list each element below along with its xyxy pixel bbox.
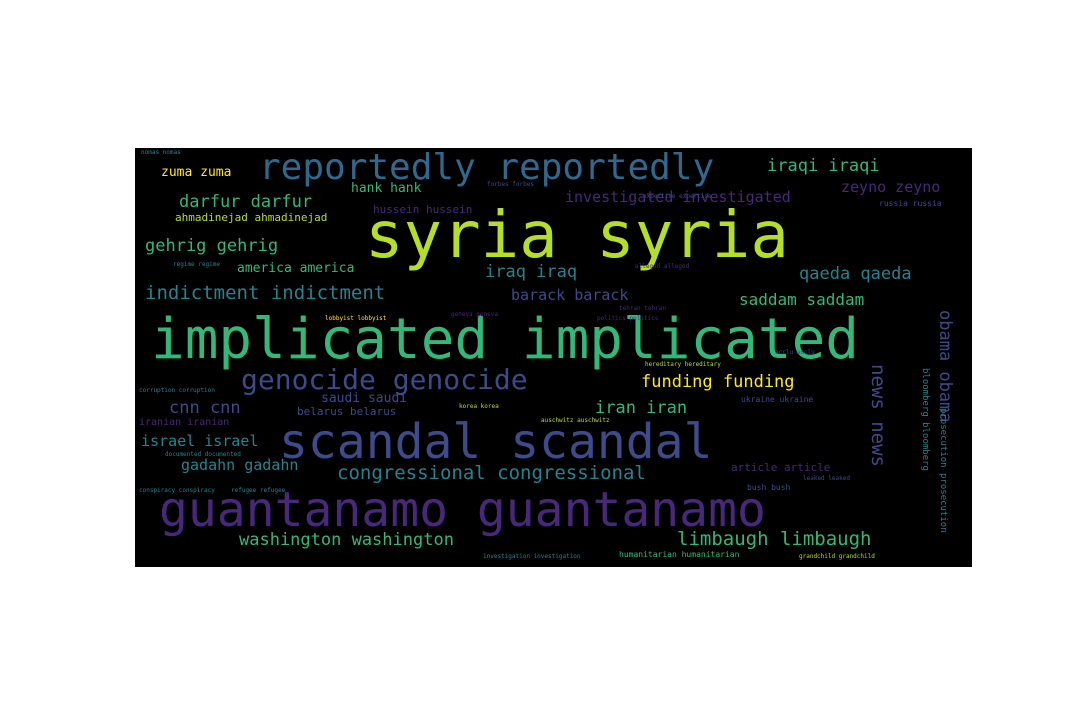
- word-iranian: iranian iranian: [139, 417, 230, 428]
- word-conspiracy: conspiracy conspiracy: [139, 487, 215, 494]
- word-funding: funding funding: [641, 372, 795, 392]
- word-genocide: genocide genocide: [241, 363, 528, 396]
- word-limbaugh: limbaugh limbaugh: [677, 528, 872, 550]
- word-saudi: saudi saudi: [321, 391, 408, 406]
- word-washington: washington washington: [239, 530, 454, 550]
- word-investigation: investigation investigation: [483, 553, 581, 560]
- word-ahmadinejad: ahmadinejad ahmadinejad: [175, 211, 328, 224]
- word-israel: israel israel: [141, 432, 259, 450]
- word-acclu: acclu acclu: [775, 349, 815, 356]
- word-documented: documented documented: [165, 451, 241, 458]
- word-refugee: refugee refugee: [231, 487, 286, 494]
- word-saddam: saddam saddam: [739, 290, 865, 309]
- word-cnn: cnn cnn: [169, 398, 241, 418]
- word-hank: hank hank: [351, 181, 422, 196]
- word-politics: politics politics: [597, 315, 659, 322]
- word-iraq: iraq iraq: [485, 262, 578, 282]
- word-qaeda: qaeda qaeda: [799, 264, 912, 284]
- word-nomas: nomas nomas: [141, 149, 181, 156]
- word-indictment: indictment indictment: [145, 282, 386, 304]
- word-leaked: leaked leaked: [803, 475, 850, 482]
- word-scandal: scandal scandal: [279, 414, 713, 470]
- word-regime: regime regime: [173, 261, 220, 268]
- word-iran: iran iran: [595, 398, 688, 418]
- word-implicated: implicated implicated: [151, 307, 860, 372]
- word-reportedly: reportedly reportedly: [259, 148, 715, 188]
- word-alleged: alleged alleged: [635, 263, 690, 270]
- word-darfur: darfur darfur: [179, 192, 313, 212]
- word-article: article article: [731, 461, 831, 474]
- word-lobbyist: lobbyist lobbyist: [325, 315, 387, 322]
- word-ukraine: ukraine ukraine: [741, 395, 814, 404]
- word-iraqi: iraqi iraqi: [767, 156, 880, 176]
- word-bloomberg: bloomberg bloomberg: [920, 368, 930, 471]
- word-tehran: tehran tehran: [619, 305, 666, 312]
- word-bush: bush bush: [747, 483, 791, 492]
- word-expertise: expertise expertise: [643, 193, 712, 200]
- word-russia: russia russia: [879, 199, 942, 208]
- word-geneva: geneva geneva: [451, 311, 498, 318]
- word-guantanamo: guantanamo guantanamo: [159, 482, 766, 538]
- word-news: news news: [867, 364, 889, 467]
- word-korea: korea korea: [459, 403, 499, 410]
- word-hussein: hussein hussein: [373, 203, 473, 216]
- word-belarus: belarus belarus: [297, 405, 397, 418]
- word-investigated: investigated investigated: [565, 188, 791, 206]
- word-congressional: congressional congressional: [337, 462, 646, 484]
- word-hereditary: hereditary hereditary: [645, 361, 721, 368]
- word-forbes: forbes forbes: [487, 181, 534, 188]
- word-prosecution: prosecution prosecution: [938, 408, 948, 533]
- word-gehrig: gehrig gehrig: [145, 236, 279, 256]
- word-grandchild: grandchild grandchild: [799, 553, 875, 560]
- word-barack: barack barack: [511, 286, 629, 304]
- word-zuma: zuma zuma: [161, 165, 232, 180]
- word-zeyno: zeyno zeyno: [841, 178, 941, 196]
- word-america: america america: [237, 261, 355, 276]
- word-auschwitz: auschwitz auschwitz: [541, 417, 610, 424]
- word-corruption: corruption corruption: [139, 387, 215, 394]
- word-humanitarian: humanitarian humanitarian: [619, 550, 740, 559]
- word-obama: obama obama: [935, 310, 955, 423]
- word-syria: syria syria: [365, 199, 789, 273]
- word-gadahn: gadahn gadahn: [181, 456, 299, 474]
- word-cloud: syria syria implicated implicated scanda…: [135, 148, 972, 567]
